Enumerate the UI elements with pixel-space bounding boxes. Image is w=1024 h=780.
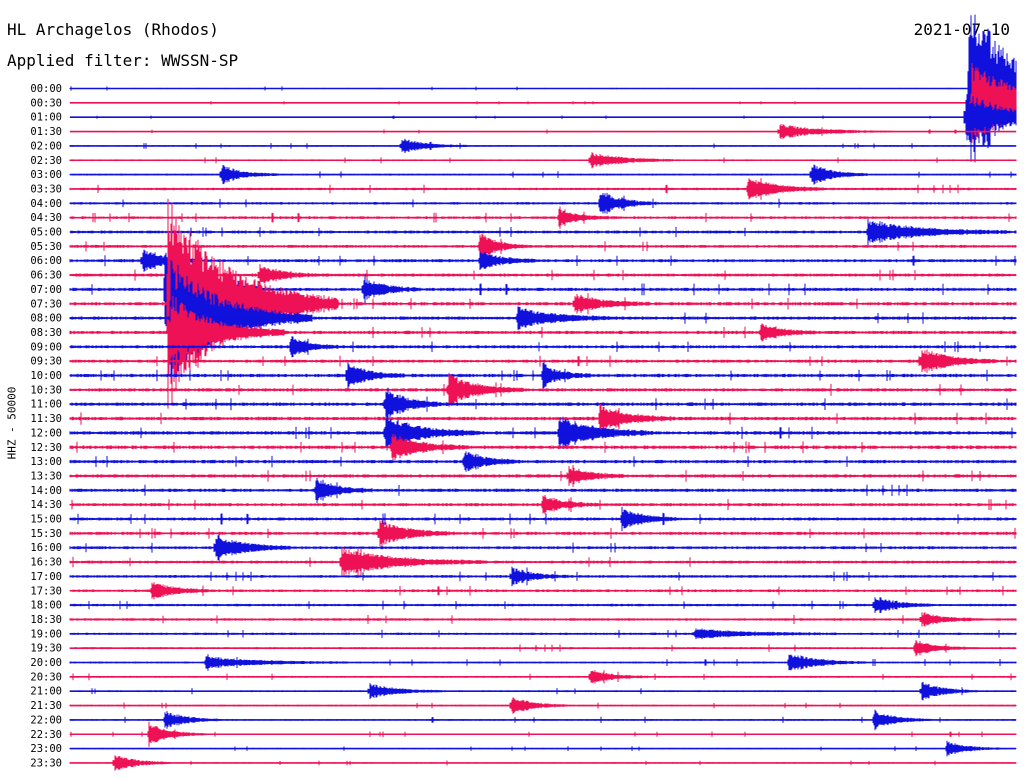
time-tick-label: 23:00 <box>30 743 62 755</box>
time-tick-label: 14:30 <box>30 499 62 511</box>
time-tick-label: 22:30 <box>30 729 62 741</box>
time-tick-label: 17:00 <box>30 571 62 583</box>
time-tick-label: 12:00 <box>30 427 62 439</box>
time-tick-label: 09:00 <box>30 341 62 353</box>
time-tick-label: 14:00 <box>30 485 62 497</box>
time-tick-label: 00:30 <box>30 97 62 109</box>
time-tick-label: 03:00 <box>30 169 62 181</box>
time-tick-label: 11:00 <box>30 399 62 411</box>
time-tick-label: 13:30 <box>30 470 62 482</box>
time-tick-label: 19:30 <box>30 643 62 655</box>
time-tick-label: 02:00 <box>30 140 62 152</box>
time-tick-labels: 00:00 00:30 01:00 01:30 02:00 02:30 03:00 03:30… <box>30 83 62 769</box>
time-tick-label: 01:00 <box>30 112 62 124</box>
time-tick-label: 19:00 <box>30 628 62 640</box>
time-tick-label: 23:30 <box>30 757 62 769</box>
time-tick-label: 15:00 <box>30 514 62 526</box>
time-tick-label: 20:30 <box>30 671 62 683</box>
trace-group <box>69 14 1017 771</box>
time-tick-label: 20:00 <box>30 657 62 669</box>
time-tick-label: 10:00 <box>30 370 62 382</box>
time-tick-label: 21:00 <box>30 686 62 698</box>
time-tick-label: 07:30 <box>30 298 62 310</box>
time-tick-label: 10:30 <box>30 384 62 396</box>
time-tick-label: 05:00 <box>30 227 62 239</box>
time-tick-label: 11:30 <box>30 413 62 425</box>
time-tick-label: 12:30 <box>30 442 62 454</box>
time-tick-label: 06:30 <box>30 270 62 282</box>
time-tick-label: 00:00 <box>30 83 62 95</box>
time-tick-label: 18:30 <box>30 614 62 626</box>
time-tick-label: 01:30 <box>30 126 62 138</box>
time-tick-label: 07:00 <box>30 284 62 296</box>
time-tick-label: 21:30 <box>30 700 62 712</box>
filter-label: Applied filter: WWSSN-SP <box>7 51 239 70</box>
time-tick-label: 02:30 <box>30 155 62 167</box>
time-tick-label: 08:30 <box>30 327 62 339</box>
time-tick-label: 04:30 <box>30 212 62 224</box>
time-tick-label: 13:00 <box>30 456 62 468</box>
time-tick-label: 04:00 <box>30 198 62 210</box>
time-tick-label: 22:00 <box>30 714 62 726</box>
time-tick-label: 06:00 <box>30 255 62 267</box>
time-tick-label: 17:30 <box>30 585 62 597</box>
time-tick-label: 16:00 <box>30 542 62 554</box>
time-tick-label: 08:00 <box>30 313 62 325</box>
station-title: HL Archagelos (Rhodos) <box>7 20 219 39</box>
time-tick-label: 18:00 <box>30 600 62 612</box>
time-tick-label: 05:30 <box>30 241 62 253</box>
time-tick-label: 03:30 <box>30 183 62 195</box>
time-tick-label: 15:30 <box>30 528 62 540</box>
time-tick-label: 09:30 <box>30 356 62 368</box>
record-date: 2021-07-10 <box>913 20 1010 39</box>
time-tick-label: 16:30 <box>30 557 62 569</box>
